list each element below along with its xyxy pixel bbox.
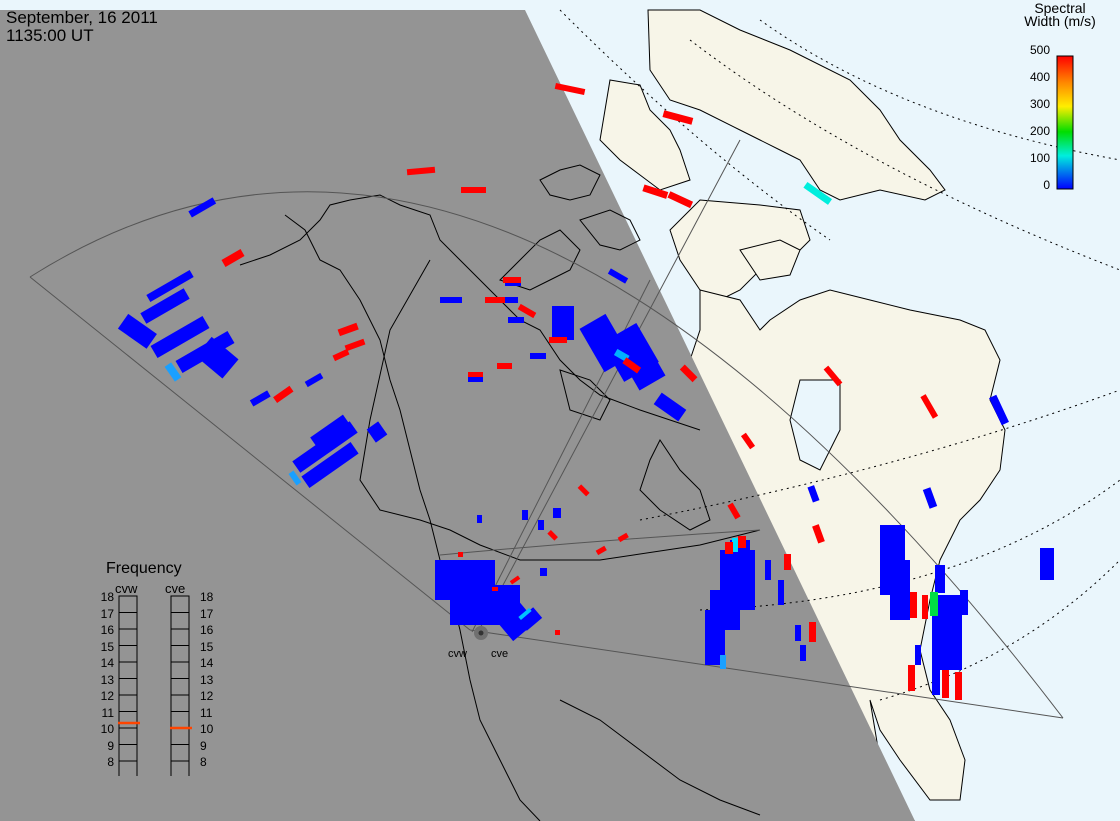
frequency-col-cvw: cvw — [115, 581, 138, 596]
frequency-col-cve: cve — [165, 581, 186, 596]
frequency-box — [170, 727, 190, 745]
frequency-tick-label: 11 — [200, 705, 213, 720]
frequency-box — [118, 727, 138, 745]
frequency-tick-label: 9 — [107, 738, 114, 753]
coastlines — [239, 164, 761, 821]
frequency-box — [118, 744, 138, 762]
colorbar-tick-200: 200 — [1029, 124, 1050, 138]
frequency-box — [118, 645, 138, 663]
frequency-boxes — [118, 595, 190, 776]
frequency-box — [170, 661, 190, 679]
frequency-tick-label: 15 — [200, 639, 214, 654]
frequency-tick-label: 14 — [200, 656, 214, 670]
frequency-box — [118, 628, 138, 646]
frequency-tick-label: 17 — [100, 606, 114, 621]
frequency-tick-label: 11 — [101, 705, 114, 720]
colorbar-tick-0: 0 — [1043, 178, 1050, 192]
frequency-box — [118, 711, 138, 729]
frequency-box — [170, 760, 190, 776]
frequency-tick-label: 8 — [200, 755, 207, 769]
echoes-mid-width — [164, 181, 938, 669]
frequency-box — [118, 760, 138, 776]
frequency-tick-label: 9 — [200, 738, 207, 753]
frequency-box — [170, 678, 190, 696]
frequency-box — [170, 711, 190, 729]
frequency-box — [170, 612, 190, 630]
frequency-box — [118, 678, 138, 696]
frequency-box — [170, 744, 190, 762]
colorbar-tick-100: 100 — [1029, 151, 1050, 165]
frequency-box — [170, 628, 190, 646]
frequency-tick-label: 18 — [200, 590, 214, 604]
legend-title: Spectral — [1034, 0, 1086, 16]
frequency-box — [118, 694, 138, 712]
frequency-tick-label: 16 — [100, 623, 114, 637]
frequency-tick-label: 15 — [100, 639, 114, 654]
time-label: 1135:00 UT — [6, 26, 94, 45]
colorbar-tick-400: 400 — [1029, 70, 1050, 84]
legend-subtitle: Width (m/s) — [1024, 13, 1096, 29]
frequency-box — [170, 694, 190, 712]
frequency-tick-label: 13 — [200, 672, 214, 687]
date-label: September, 16 2011 — [6, 8, 158, 27]
frequency-tick-label: 10 — [100, 722, 114, 736]
frequency-tick-label: 10 — [200, 722, 214, 736]
daylight-land — [599, 9, 1006, 821]
frequency-box — [118, 595, 138, 613]
frequency-tick-label: 18 — [100, 590, 114, 604]
night-side — [0, 10, 915, 821]
colorbar-tick-500: 500 — [1029, 43, 1050, 57]
frequency-tick-label: 12 — [100, 689, 114, 703]
frequency-tick-label: 13 — [100, 672, 114, 687]
frequency-box — [170, 645, 190, 663]
frequency-box — [118, 661, 138, 679]
frequency-title: Frequency — [106, 560, 182, 577]
frequency-tick-label: 17 — [200, 606, 214, 621]
radar-label-west: cvw — [448, 648, 467, 660]
radar-label-east: cve — [491, 648, 509, 660]
frequency-tick-label: 16 — [200, 623, 214, 637]
frequency-tick-label: 12 — [200, 689, 214, 703]
frequency-tick-label: 14 — [100, 656, 114, 670]
spectral-colorbar — [1056, 55, 1074, 190]
frequency-box — [118, 612, 138, 630]
echoes-low-width — [117, 197, 1054, 695]
frequency-box — [170, 595, 190, 613]
field-of-view — [29, 139, 1064, 719]
frequency-scale — [118, 595, 192, 776]
colorbar-tick-300: 300 — [1029, 97, 1050, 111]
echoes-high-width — [221, 82, 962, 700]
frequency-tick-label: 8 — [107, 755, 114, 769]
